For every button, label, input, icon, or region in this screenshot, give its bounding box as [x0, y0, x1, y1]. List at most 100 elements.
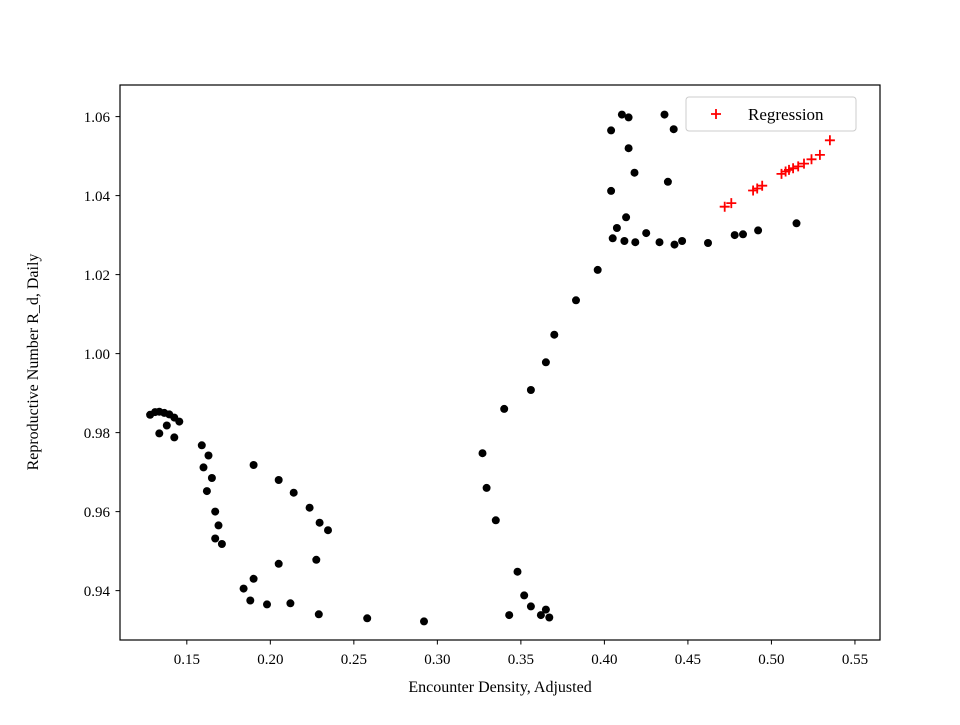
y-tick-label: 0.94 — [84, 584, 111, 600]
x-tick-label: 0.40 — [591, 652, 617, 668]
x-tick-label: 0.35 — [508, 652, 534, 668]
scatter-point — [704, 239, 712, 247]
scatter-point — [314, 610, 323, 619]
scatter-point — [286, 599, 295, 608]
scatter-point — [669, 125, 678, 134]
regression-legend-marker-icon — [711, 109, 721, 119]
scatter-point — [202, 487, 211, 496]
scatter-point — [274, 476, 283, 484]
scatter-point — [520, 591, 529, 600]
regression-marker — [793, 161, 804, 172]
scatter-point — [312, 555, 321, 564]
scatter-point — [249, 574, 258, 583]
scatter-point — [197, 441, 206, 450]
x-tick-label: 0.50 — [758, 652, 784, 668]
scatter-point — [612, 224, 621, 232]
legend-entry-label: Regression — [748, 105, 824, 124]
scatter-point — [655, 238, 664, 247]
regression-marker — [757, 180, 768, 191]
scatter-point — [624, 113, 633, 122]
scatter-point — [204, 451, 213, 460]
scatter-point — [593, 265, 602, 274]
legend-box — [685, 96, 857, 132]
x-axis-label: Encounter Density, Adjusted — [408, 679, 591, 696]
scatter-point — [678, 237, 687, 245]
scatter-point — [289, 488, 298, 497]
regression-marker — [719, 201, 730, 212]
scatter-point — [491, 516, 500, 525]
y-tick-label: 1.02 — [84, 268, 110, 284]
scatter-point — [211, 507, 220, 516]
scatter-point — [550, 330, 559, 339]
scatter-point — [624, 144, 633, 153]
scatter-point — [162, 421, 171, 430]
scatter-point — [155, 429, 164, 438]
scatter-point — [631, 238, 640, 247]
scatter-point — [246, 596, 255, 605]
axis-ticks: 0.15 0.20 0.25 0.30 0.35 0.40 0.45 0.50 0.55 0.94… — [84, 110, 868, 668]
scatter-point — [207, 474, 216, 482]
x-tick-label: 0.45 — [675, 652, 701, 668]
y-tick-label: 1.04 — [84, 189, 111, 205]
scatter-point — [630, 168, 639, 177]
scatter-point — [505, 611, 514, 620]
scatter-point — [541, 358, 550, 367]
y-tick-label: 1.06 — [84, 110, 111, 126]
scatter-point — [663, 177, 672, 186]
scatter-point — [214, 521, 223, 530]
scatter-point — [572, 296, 580, 305]
scatter-point — [607, 126, 616, 135]
scatter-point — [249, 461, 258, 469]
scatter-point — [199, 463, 208, 472]
scatter-point — [526, 386, 535, 394]
scatter-point — [478, 449, 487, 458]
scatter-point — [513, 567, 522, 576]
scatter-point — [754, 226, 763, 235]
scatter-point — [239, 584, 248, 593]
regression-marker — [799, 158, 809, 169]
scatter-point — [670, 240, 679, 249]
regression-marker — [726, 198, 737, 209]
scatter-point — [175, 417, 184, 426]
scatter-point — [541, 605, 550, 614]
y-tick-label: 0.98 — [84, 426, 110, 442]
scatter-point — [263, 600, 271, 609]
regression-marker — [788, 163, 799, 174]
scatter-point — [217, 540, 226, 548]
x-tick-label: 0.55 — [842, 652, 868, 668]
scatter-point — [620, 237, 629, 245]
scatter-point — [315, 518, 324, 527]
scatter-point — [500, 404, 509, 413]
scatter-point — [211, 534, 220, 543]
x-tick-label: 0.30 — [424, 652, 450, 668]
scatter-point — [363, 614, 372, 623]
plot-border — [119, 84, 881, 641]
regression-marker — [806, 154, 817, 165]
scatter-point — [739, 230, 747, 239]
scatter-point — [607, 186, 616, 195]
y-axis-label: Reproductive Number R_d, Daily — [25, 254, 42, 471]
scatter-point — [526, 602, 535, 611]
scatter-point — [730, 231, 739, 240]
data-points-layer — [146, 110, 801, 626]
regression-marker — [814, 149, 825, 160]
regression-marker — [824, 135, 835, 146]
scatter-point — [170, 433, 179, 442]
y-tick-label: 1.00 — [84, 347, 110, 363]
regression-points-layer — [719, 135, 835, 212]
x-tick-label: 0.25 — [341, 652, 367, 668]
scatter-point — [617, 110, 626, 119]
scatter-point — [482, 483, 491, 492]
scatter-point — [545, 613, 554, 622]
scatter-point — [608, 234, 617, 243]
scatter-point — [420, 617, 428, 626]
scatter-point — [660, 110, 669, 119]
legend: Regression — [685, 96, 857, 132]
scatter-point — [792, 219, 801, 228]
scatter-point — [274, 559, 283, 568]
y-tick-label: 0.96 — [84, 505, 111, 521]
x-tick-label: 0.20 — [257, 652, 283, 668]
scatter-point — [642, 229, 651, 238]
